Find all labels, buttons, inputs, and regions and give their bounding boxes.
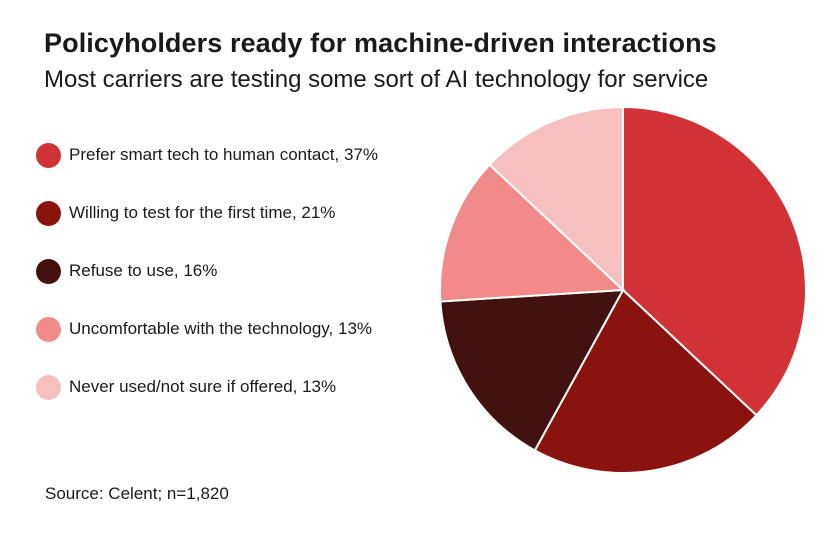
pie-slice — [533, 288, 758, 474]
legend-swatch — [36, 316, 61, 342]
pie-slice — [622, 105, 807, 417]
legend: Prefer smart tech to human contact, 37% … — [36, 141, 378, 431]
legend-label: Never used/not sure if offered, 13% — [69, 377, 337, 396]
legend-swatch — [36, 258, 61, 284]
legend-label: Willing to test for the first time, 21% — [69, 203, 336, 222]
chart-subtitle: Most carriers are testing some sort of A… — [44, 66, 709, 93]
legend-label: Uncomfortable with the technology, 13% — [69, 319, 373, 338]
legend-item: Never used/not sure if offered, 13% — [36, 373, 378, 401]
legend-label: Prefer smart tech to human contact, 37% — [69, 145, 378, 164]
legend-item: Prefer smart tech to human contact, 37% — [36, 141, 378, 169]
legend-item: Willing to test for the first time, 21% — [36, 199, 378, 227]
pie-slice — [488, 105, 624, 293]
pie-slice — [439, 163, 626, 303]
legend-swatch — [36, 374, 61, 400]
legend-item: Refuse to use, 16% — [36, 257, 378, 285]
legend-label: Refuse to use, 16% — [69, 261, 218, 280]
source-note: Source: Celent; n=1,820 — [45, 484, 229, 503]
legend-swatch — [36, 200, 61, 226]
legend-swatch — [36, 142, 61, 168]
legend-item: Uncomfortable with the technology, 13% — [36, 315, 378, 343]
chart-title: Policyholders ready for machine-driven i… — [44, 28, 717, 58]
pie-slice — [439, 288, 625, 452]
